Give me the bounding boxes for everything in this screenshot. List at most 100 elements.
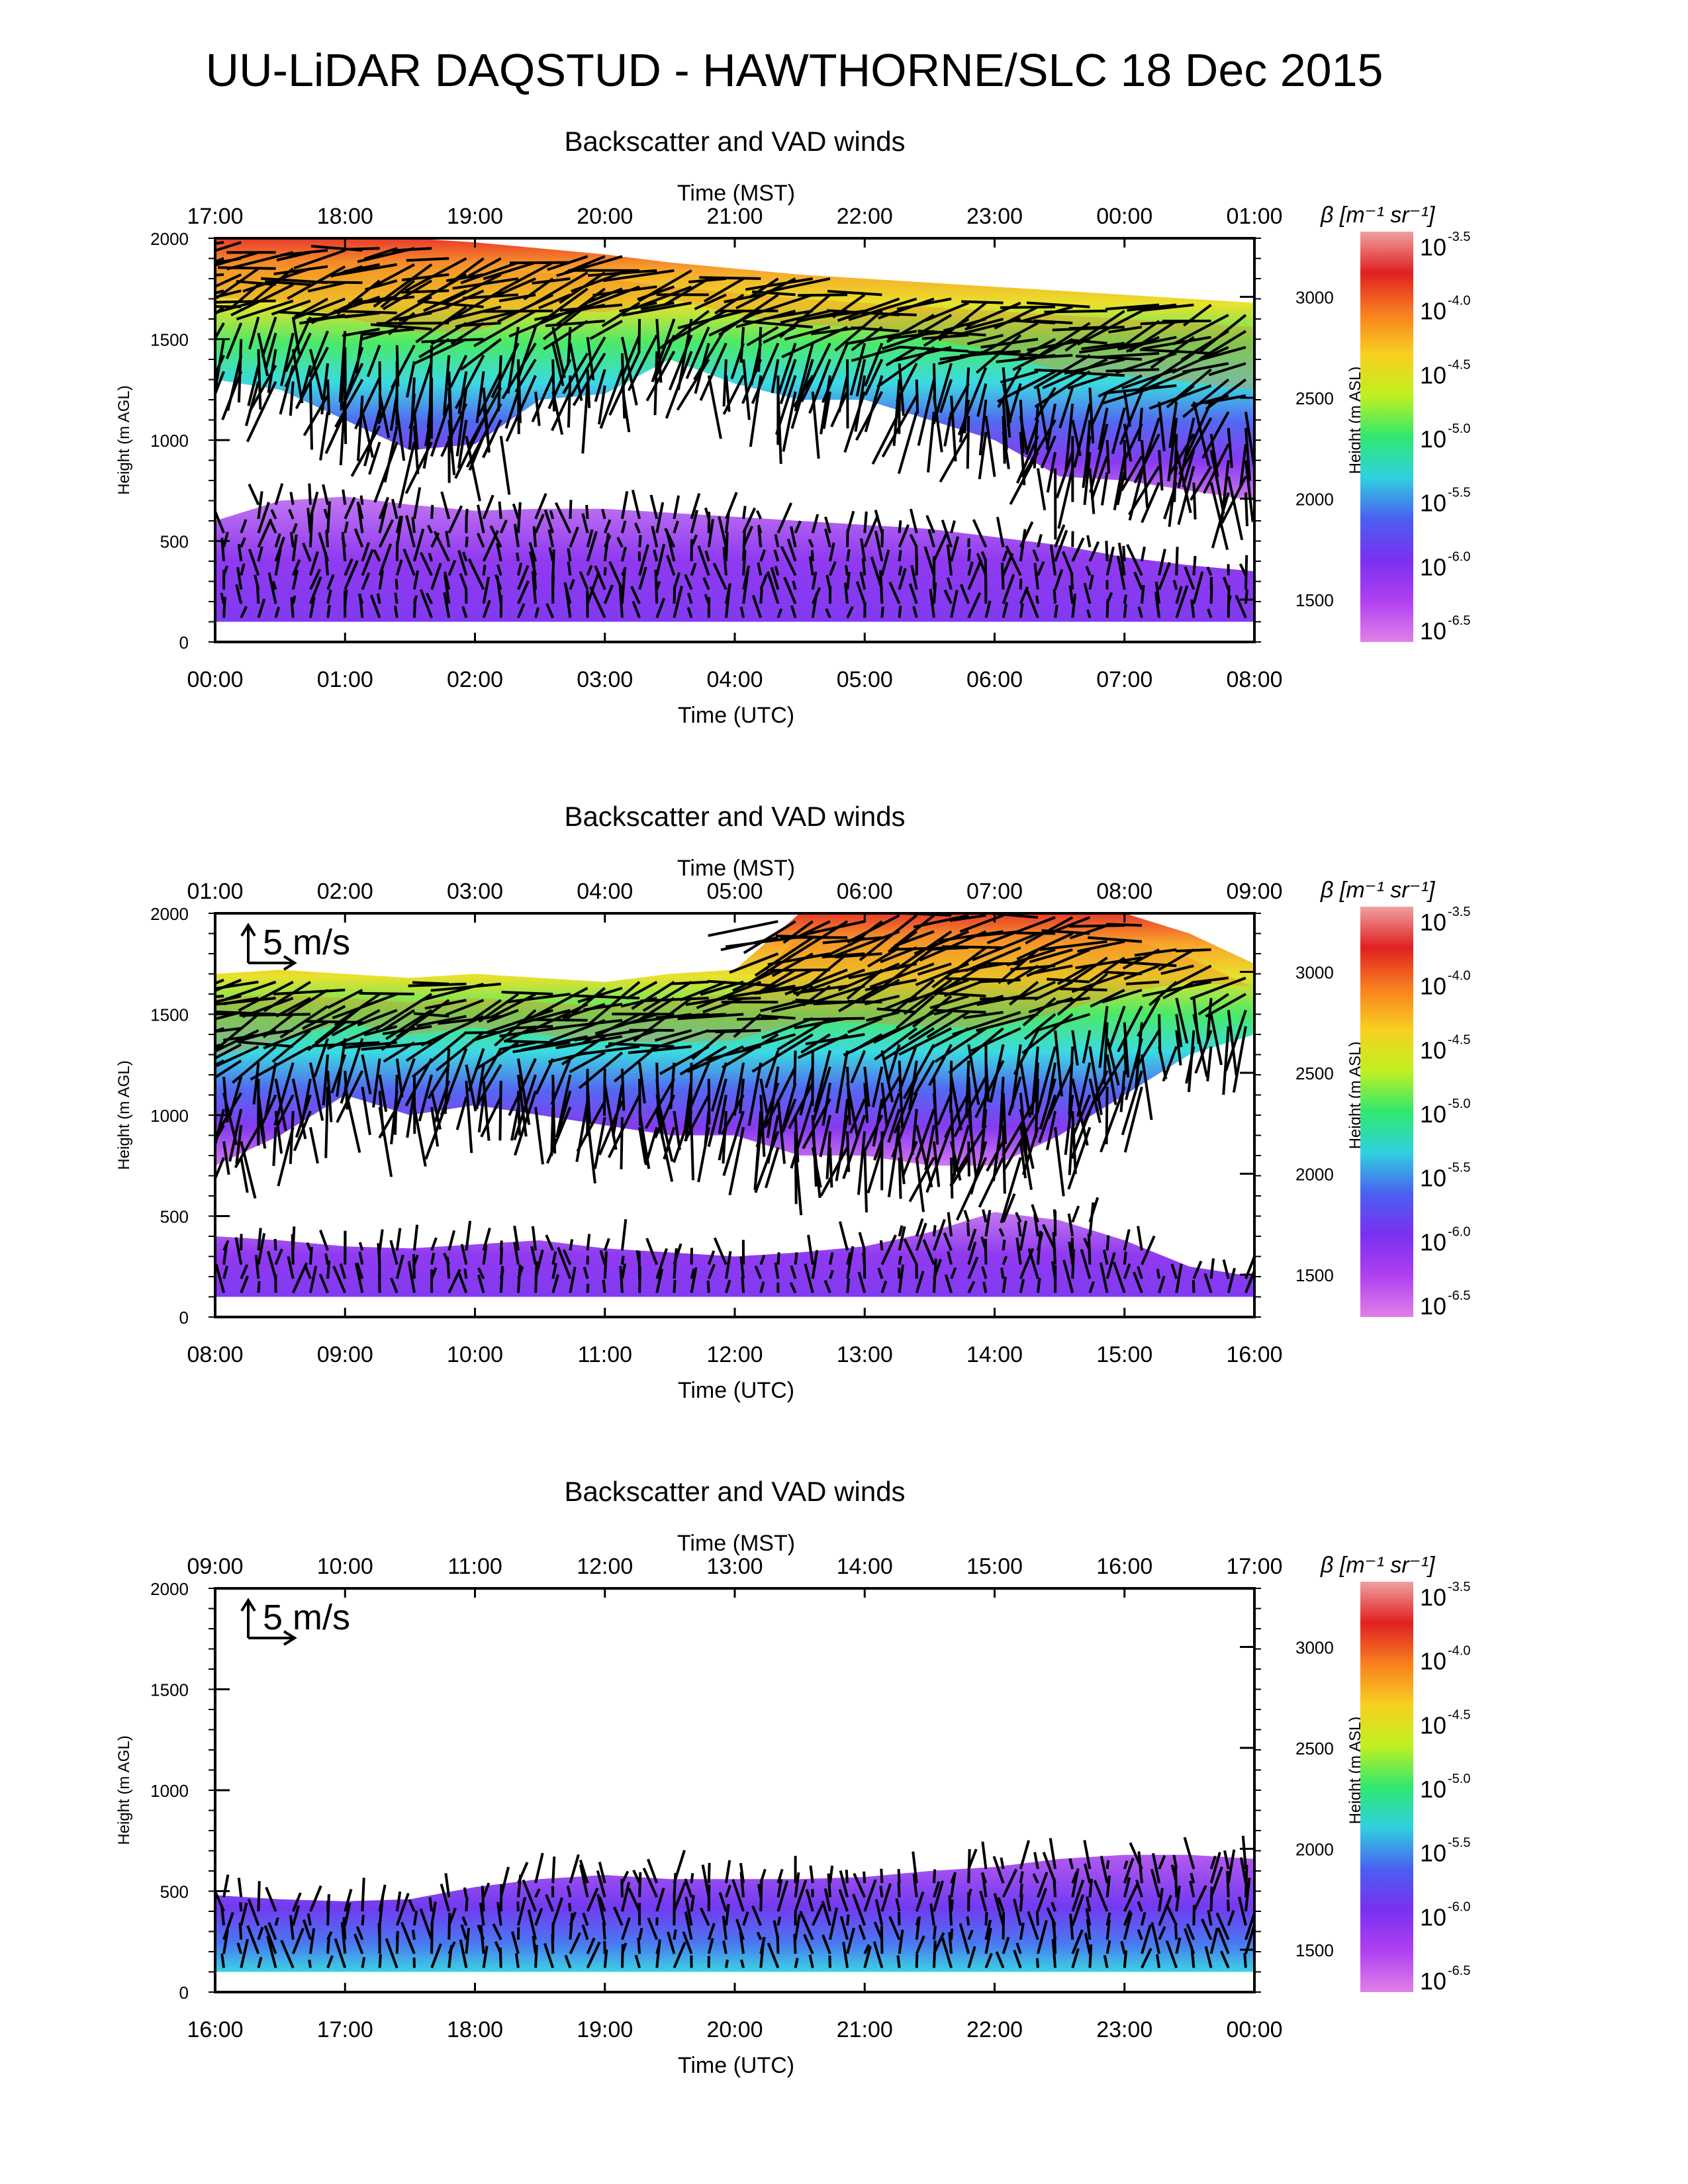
wind-arrow (1141, 303, 1194, 312)
y2-tick-label: 1500 (1295, 1265, 1334, 1285)
wind-arrow (395, 578, 399, 590)
wind-arrow (1123, 1884, 1139, 1912)
wind-arrow (898, 565, 903, 576)
wind-arrow (633, 285, 692, 310)
wind-arrow (412, 528, 425, 562)
wind-arrow (461, 1916, 468, 1927)
wind-arrow (638, 269, 692, 302)
wind-arrow (567, 548, 572, 562)
wind-arrow (236, 567, 243, 590)
wind-arrow (597, 385, 606, 425)
wind-arrow (1068, 1242, 1074, 1265)
wind-arrow (257, 1281, 261, 1293)
wind-arrow (569, 1239, 574, 1251)
wind-arrow (1081, 341, 1125, 351)
wind-arrow (569, 336, 606, 398)
wind-arrow (891, 1092, 918, 1158)
wind-arrow (1175, 1937, 1182, 1954)
wind-arrow (533, 1018, 588, 1022)
wind-arrow (415, 306, 467, 343)
wind-arrow (976, 383, 988, 417)
wind-arrow (483, 261, 536, 281)
wind-arrow (1207, 1909, 1213, 1926)
wind-arrow (257, 518, 273, 548)
wind-arrow (946, 977, 1004, 981)
wind-arrow (821, 1082, 831, 1126)
wind-arrow (621, 567, 627, 576)
wind-arrow (650, 1028, 710, 1051)
y-tick-label: 2000 (150, 1579, 189, 1599)
x-tick-label: 16:00 (187, 2017, 243, 2042)
x2-axis-label: Time (MST) (677, 181, 795, 206)
wind-arrow (308, 1062, 324, 1121)
wind-arrow (1190, 465, 1213, 501)
wind-arrow (1105, 1235, 1110, 1251)
wind-arrow (1123, 1877, 1131, 1898)
wind-arrow (848, 962, 917, 979)
wind-arrow (378, 496, 390, 520)
colorbar-tick-label: -5.0 (1448, 422, 1470, 436)
wind-arrow (1086, 609, 1092, 618)
x-tick-label: 18:00 (447, 2017, 503, 2042)
wind-arrow (228, 1109, 243, 1162)
wind-arrow (654, 569, 659, 604)
wind-arrow (1084, 1933, 1092, 1954)
wind-arrow (779, 293, 831, 339)
wind-arrow (1095, 1054, 1126, 1102)
wind-arrow (1141, 1948, 1152, 1969)
wind-arrow (1088, 1197, 1100, 1223)
wind-arrow (691, 1029, 727, 1060)
wind-arrow (846, 1246, 855, 1279)
wind-arrow (932, 395, 943, 453)
wind-arrow (1064, 310, 1125, 352)
wind-arrow (655, 502, 665, 533)
wind-arrow (248, 483, 260, 506)
wind-scale-path (240, 1598, 297, 1646)
wind-arrow (742, 320, 813, 329)
wind-arrow (465, 435, 481, 502)
wind-arrow (1037, 561, 1045, 576)
wind-arrow (599, 369, 624, 430)
wind-arrow (1000, 1857, 1005, 1870)
wind-arrow (682, 1931, 693, 1954)
wind-arrow (1044, 309, 1107, 314)
wind-arrow (655, 1939, 661, 1968)
wind-arrow (854, 375, 867, 432)
wind-arrow (638, 1927, 643, 1940)
wind-arrow (274, 483, 284, 506)
wind-arrow (835, 952, 882, 959)
wind-arrow (673, 1243, 682, 1265)
wind-arrow (957, 1124, 988, 1171)
wind-arrow (924, 1124, 935, 1171)
wind-arrow (984, 600, 992, 618)
wind-arrow (407, 1261, 416, 1293)
x2-tick-label: 09:00 (187, 1554, 243, 1579)
wind-arrow (274, 1917, 279, 1926)
wind-arrow (465, 508, 469, 520)
wind-arrow (381, 1009, 415, 1032)
wind-arrow (632, 600, 641, 619)
wind-arrow (1123, 1263, 1131, 1279)
wind-arrow (230, 283, 294, 316)
wind-arrow (1046, 1907, 1056, 1927)
wind-arrow (516, 552, 520, 562)
wind-arrow (562, 352, 589, 394)
wind-arrow (1108, 326, 1143, 334)
wind-arrow (620, 1219, 628, 1251)
wind-arrow (340, 1922, 347, 1954)
wind-arrow (261, 316, 277, 358)
wind-arrow (1123, 1022, 1130, 1078)
wind-arrow (547, 255, 588, 271)
wind-arrow (1227, 595, 1232, 604)
wind-arrow (703, 277, 745, 303)
wind-arrow (215, 371, 225, 398)
colorbar-tick-label: -6.5 (1448, 1289, 1470, 1303)
wind-arrow (943, 1092, 970, 1138)
wind-arrow (530, 271, 588, 307)
wind-arrow (972, 519, 988, 548)
wind-arrow (804, 1263, 814, 1293)
wind-arrow (516, 1897, 527, 1926)
wind-arrow (972, 932, 1039, 962)
wind-arrow (742, 1033, 796, 1051)
